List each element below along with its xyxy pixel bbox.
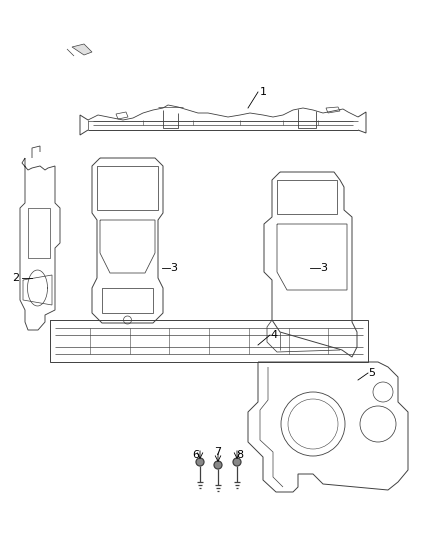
Circle shape: [233, 458, 241, 466]
Text: 1: 1: [260, 87, 267, 97]
Text: 4: 4: [270, 330, 277, 340]
Text: 2: 2: [12, 273, 19, 283]
Circle shape: [196, 458, 204, 466]
Text: 8: 8: [237, 450, 244, 460]
Text: 3: 3: [320, 263, 327, 273]
Text: 6: 6: [192, 450, 199, 460]
Text: 5: 5: [368, 368, 375, 378]
Text: 7: 7: [215, 447, 222, 457]
Polygon shape: [72, 44, 92, 55]
Text: 3: 3: [170, 263, 177, 273]
Circle shape: [214, 461, 222, 469]
